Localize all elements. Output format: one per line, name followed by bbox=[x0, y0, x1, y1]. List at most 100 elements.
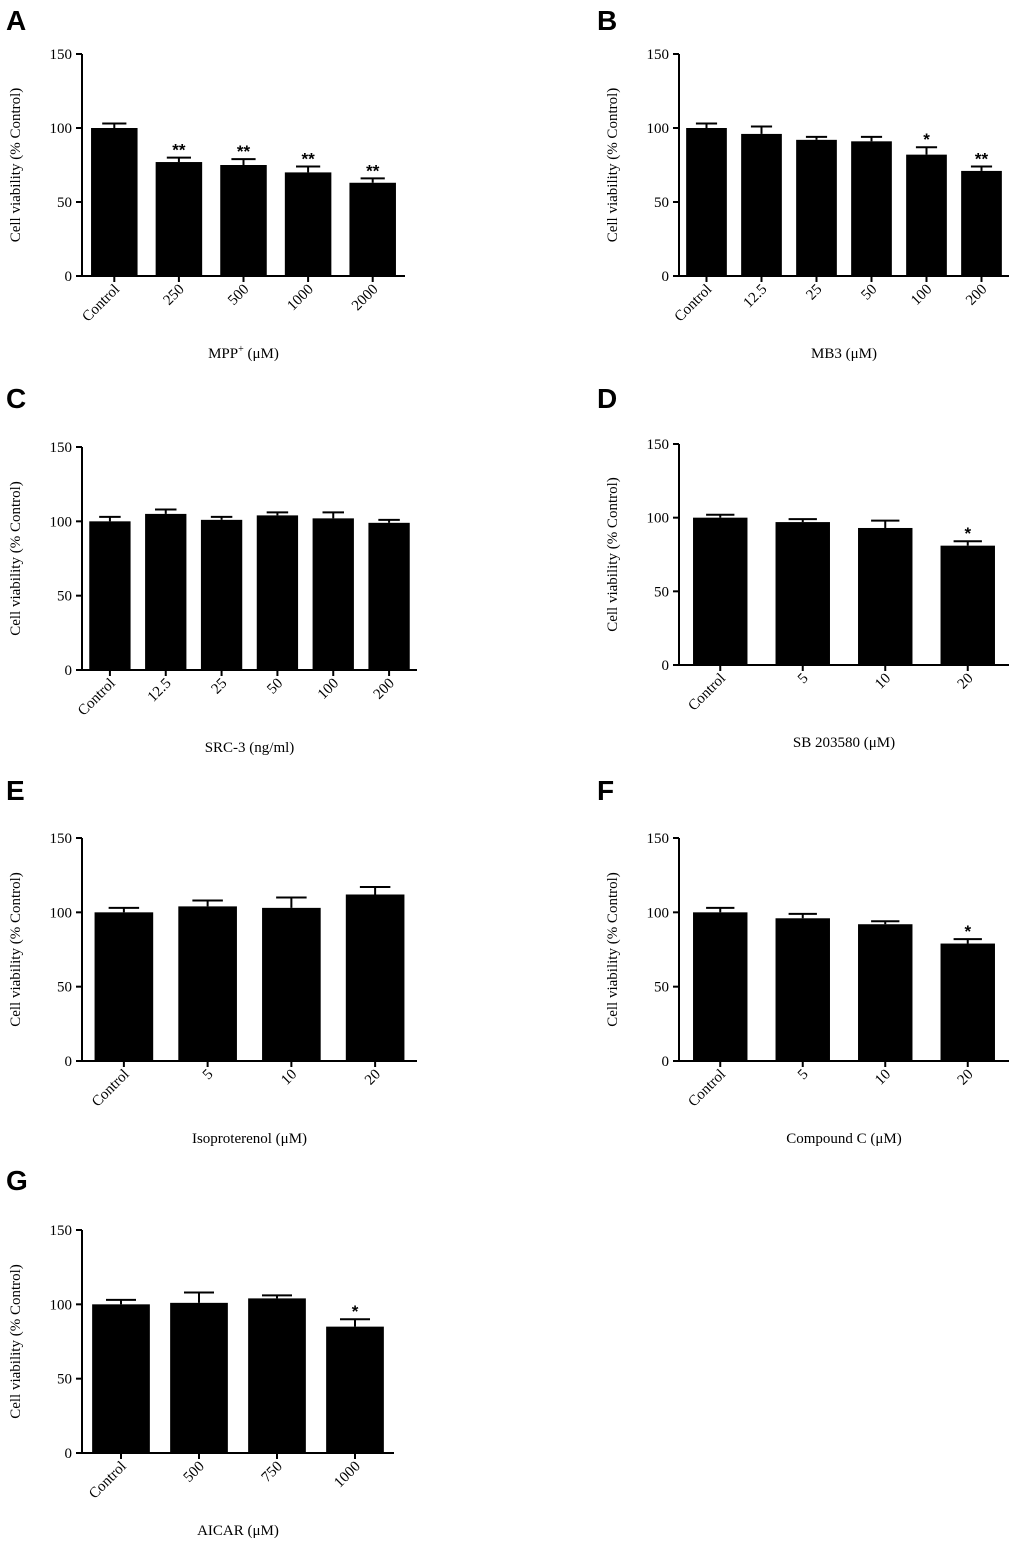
x-axis-title: SB 203580 (μM) bbox=[793, 735, 895, 751]
y-tick-label: 0 bbox=[662, 269, 670, 285]
y-tick-label: 50 bbox=[57, 589, 72, 605]
chart-panel-a: A 0 50 100 150 Control 250 ** 500 ** 1000 ** 2000 ** C… bbox=[6, 5, 405, 362]
y-tick-label: 150 bbox=[50, 1223, 73, 1239]
x-tick-label: 20 bbox=[955, 671, 977, 693]
x-tick-label: 20 bbox=[362, 1067, 384, 1089]
x-tick-label: 200 bbox=[963, 282, 990, 309]
y-tick-label: 100 bbox=[647, 121, 670, 137]
bar bbox=[248, 1298, 306, 1453]
bar bbox=[178, 906, 237, 1061]
y-tick-label: 150 bbox=[647, 47, 670, 63]
y-tick-label: 0 bbox=[65, 269, 73, 285]
significance-marker: ** bbox=[172, 141, 186, 160]
x-tick-label: 5 bbox=[795, 1067, 812, 1084]
x-tick-label: 2000 bbox=[349, 282, 382, 315]
y-tick-label: 100 bbox=[647, 905, 670, 921]
x-tick-label: Control bbox=[86, 1459, 130, 1503]
bar bbox=[94, 912, 154, 1061]
bar bbox=[775, 918, 830, 1061]
x-tick-label: 10 bbox=[872, 1067, 894, 1089]
y-axis-title: Cell viability (% Control) bbox=[8, 88, 24, 243]
bar bbox=[858, 924, 913, 1061]
bar bbox=[155, 162, 203, 276]
chart-panel-d: D 0 50 100 150 Control 5 10 20 * Cell viability (%… bbox=[597, 383, 1009, 751]
x-axis-title: MB3 (μM) bbox=[811, 346, 877, 362]
chart-panel-f: F 0 50 100 150 Control 5 10 20 * Cell viability (%… bbox=[597, 775, 1009, 1147]
x-tick-label: 12.5 bbox=[145, 676, 175, 706]
significance-marker: * bbox=[964, 524, 971, 543]
bar bbox=[256, 515, 299, 670]
panel-label: B bbox=[597, 5, 617, 36]
x-axis-title: AICAR (μM) bbox=[197, 1523, 279, 1539]
significance-marker: ** bbox=[975, 149, 989, 168]
bar bbox=[796, 139, 837, 276]
panel-label: E bbox=[6, 775, 25, 806]
x-axis-title: Isoproterenol (μM) bbox=[192, 1131, 307, 1147]
bar bbox=[851, 141, 892, 276]
y-tick-label: 50 bbox=[57, 195, 72, 211]
y-axis-title: Cell viability (% Control) bbox=[605, 872, 621, 1027]
bar bbox=[741, 133, 782, 276]
chart-panel-c: C 0 50 100 150 Control 12.5 25 50 100 200 Cell viab… bbox=[6, 383, 417, 756]
y-tick-label: 0 bbox=[65, 663, 73, 679]
x-axis-title-superscript: + bbox=[238, 344, 244, 355]
x-tick-label: 20 bbox=[955, 1067, 977, 1089]
x-axis-title-unit: (μM) bbox=[244, 346, 279, 362]
x-tick-label: 500 bbox=[181, 1459, 208, 1486]
significance-marker: * bbox=[352, 1302, 359, 1321]
x-tick-label: 25 bbox=[803, 282, 825, 304]
bar bbox=[200, 519, 243, 670]
y-tick-label: 150 bbox=[647, 437, 670, 453]
x-axis-title: MPP+ (μM) bbox=[208, 344, 279, 362]
bar bbox=[940, 545, 995, 665]
x-tick-label: Control bbox=[672, 282, 716, 326]
y-tick-label: 150 bbox=[50, 440, 73, 456]
bar bbox=[92, 1304, 150, 1453]
bar bbox=[775, 522, 830, 665]
x-tick-label: 200 bbox=[371, 676, 398, 703]
y-tick-label: 100 bbox=[50, 1297, 73, 1313]
bar bbox=[686, 128, 727, 276]
bar bbox=[220, 165, 267, 276]
bar bbox=[170, 1302, 228, 1453]
y-tick-label: 100 bbox=[647, 511, 670, 527]
x-tick-label: Control bbox=[685, 671, 729, 715]
significance-marker: * bbox=[923, 130, 930, 149]
x-tick-label: 750 bbox=[259, 1459, 286, 1486]
panel-label: D bbox=[597, 383, 617, 414]
bar bbox=[145, 513, 187, 670]
bar bbox=[89, 521, 131, 670]
y-tick-label: 0 bbox=[65, 1054, 73, 1070]
x-tick-label: 1000 bbox=[331, 1459, 364, 1492]
significance-marker: ** bbox=[237, 142, 251, 161]
y-axis-title: Cell viability (% Control) bbox=[8, 1264, 24, 1419]
x-tick-label: 250 bbox=[161, 282, 188, 309]
bar bbox=[693, 517, 748, 665]
y-tick-label: 50 bbox=[654, 584, 669, 600]
y-tick-label: 100 bbox=[50, 121, 73, 137]
significance-marker: * bbox=[964, 922, 971, 941]
y-axis-title: Cell viability (% Control) bbox=[605, 477, 621, 632]
panel-label: G bbox=[6, 1165, 28, 1196]
x-tick-label: Control bbox=[75, 676, 119, 720]
significance-marker: ** bbox=[366, 161, 380, 180]
x-tick-label: 25 bbox=[208, 676, 230, 698]
y-tick-label: 150 bbox=[50, 47, 73, 63]
bar bbox=[940, 943, 995, 1061]
x-tick-label: 1000 bbox=[284, 282, 317, 315]
y-tick-label: 100 bbox=[50, 905, 73, 921]
bar bbox=[858, 527, 913, 665]
x-tick-label: 100 bbox=[908, 282, 935, 309]
bar bbox=[312, 518, 354, 670]
y-tick-label: 0 bbox=[65, 1446, 73, 1462]
bar bbox=[326, 1326, 384, 1453]
panel-label: C bbox=[6, 383, 26, 414]
y-axis-title: Cell viability (% Control) bbox=[8, 872, 24, 1027]
bar bbox=[262, 907, 321, 1061]
x-axis-title: SRC-3 (ng/ml) bbox=[205, 740, 295, 756]
bar bbox=[961, 170, 1002, 276]
bar bbox=[284, 172, 332, 276]
x-tick-label: 12.5 bbox=[740, 282, 770, 312]
bar bbox=[368, 522, 410, 670]
bar bbox=[693, 912, 748, 1061]
